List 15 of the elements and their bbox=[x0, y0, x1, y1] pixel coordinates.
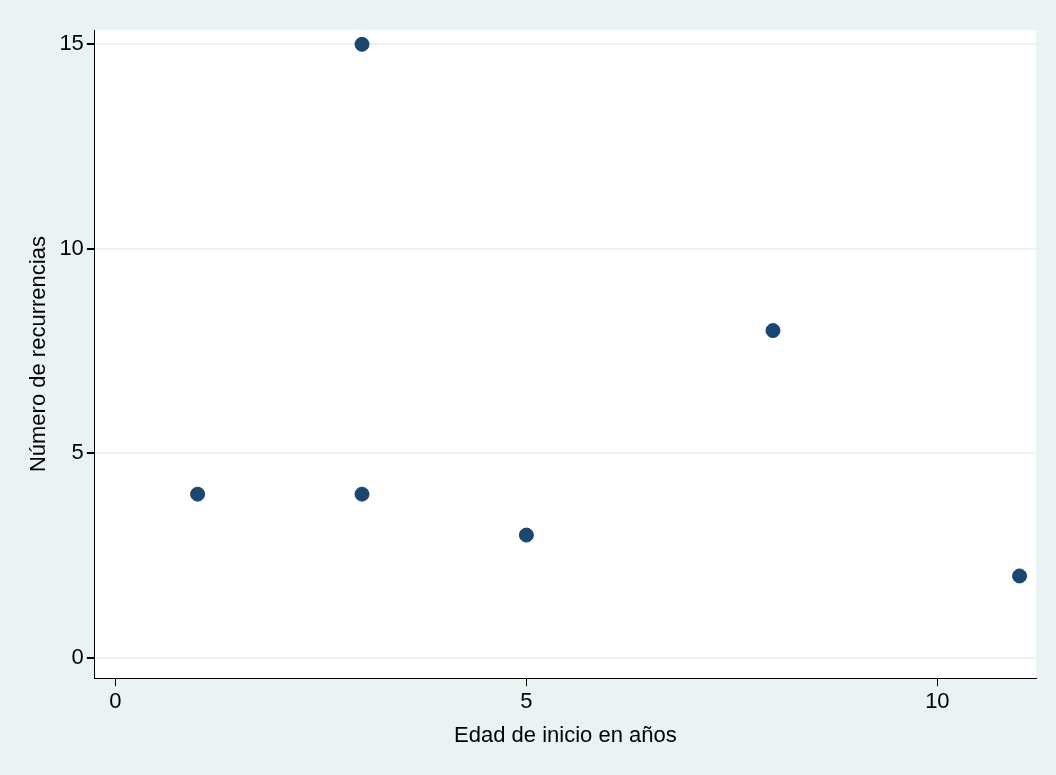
x-tick-label: 10 bbox=[925, 688, 950, 714]
y-tick-label: 10 bbox=[59, 234, 84, 260]
x-axis-title: Edad de inicio en años bbox=[454, 721, 677, 747]
point bbox=[1012, 568, 1028, 584]
x-tick-label: 5 bbox=[520, 688, 533, 714]
y-tick-label: 0 bbox=[71, 643, 84, 669]
y-tick-label: 5 bbox=[71, 439, 84, 465]
point bbox=[190, 486, 206, 502]
point bbox=[354, 36, 370, 52]
y-tick-label: 15 bbox=[59, 30, 84, 56]
point bbox=[354, 486, 370, 502]
y-axis-title: Número de recurrencias bbox=[25, 236, 51, 473]
x-tick-label: 0 bbox=[109, 688, 122, 714]
point bbox=[765, 323, 781, 339]
point bbox=[518, 527, 534, 543]
